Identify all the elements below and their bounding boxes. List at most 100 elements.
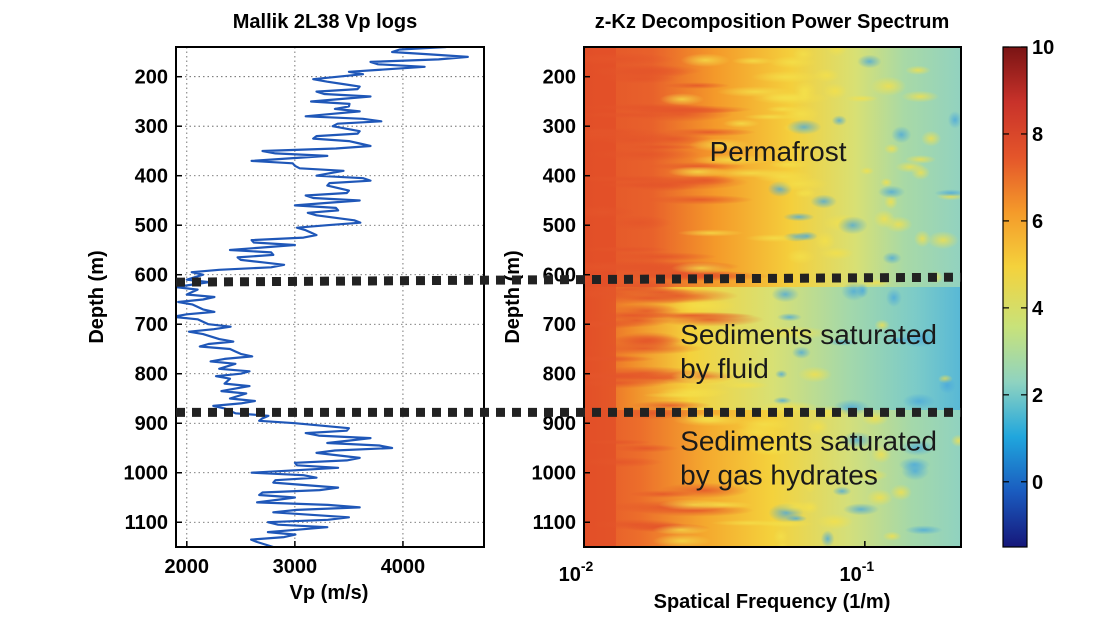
heatmap-texture [584,342,705,355]
heatmap-texture [831,115,847,126]
heatmap-texture [774,500,816,513]
heatmap-texture [771,286,800,303]
heatmap-texture [857,54,882,69]
colorbar-tick-label: 0 [1032,472,1043,494]
right-y-tick-label: 1000 [532,463,577,485]
heatmap-texture [853,469,889,482]
heatmap-texture [791,346,811,359]
left-chart-title: Mallik 2L38 Vp logs [233,11,418,33]
heatmap-texture [584,246,671,253]
right-x-axis-label: Spatical Frequency (1/m) [654,591,891,613]
right-x-tick-label: 10-1 [839,558,874,586]
heatmap-texture [731,56,775,65]
heatmap-texture [837,216,868,235]
heatmap-texture [584,439,652,446]
heatmap-texture [603,252,718,262]
heatmap-texture [736,417,791,431]
right-y-tick-label: 1100 [533,512,576,534]
heatmap-texture [768,56,817,69]
right-y-tick-label: 500 [543,215,576,237]
heatmap-texture [921,130,942,147]
heatmap-texture [591,64,690,81]
heatmap-texture [882,251,902,265]
heatmap-texture [584,457,664,468]
heatmap-texture [870,76,907,96]
heatmap-texture [797,366,832,383]
heatmap-texture [751,71,822,83]
colorbar-tick-label: 4 [1032,298,1044,320]
left-plot-background [176,47,484,547]
heatmap-texture [950,434,961,447]
heatmap-texture [841,431,874,449]
left-x-tick-label: 3000 [273,556,318,578]
left-y-tick-label: 200 [135,67,168,89]
heatmap-texture [680,53,731,68]
zone-label: Sediments saturated by fluid [680,319,937,384]
right-y-tick-label: 200 [543,67,576,89]
heatmap-texture [938,377,956,394]
heatmap-texture [584,261,678,273]
heatmap-texture [671,262,732,275]
heatmap-texture [814,231,836,251]
heatmap-texture [658,482,750,499]
heatmap-texture [743,113,797,120]
right-plot-frame [583,46,962,548]
heatmap-texture [642,391,723,399]
heatmap-texture [891,126,912,144]
heatmap-texture [813,68,840,83]
heatmap-texture [927,231,959,250]
heatmap-texture [880,177,893,188]
heatmap-texture [883,194,898,210]
heatmap-texture [866,489,893,506]
heatmap-texture [744,234,804,243]
heatmap-texture [773,529,789,544]
heatmap-texture [584,355,656,363]
colorbar-tick-label: 6 [1032,211,1043,233]
heatmap-texture [668,298,737,313]
heatmap-texture [750,91,831,105]
heatmap-texture [585,147,701,162]
heatmap-texture [841,281,867,301]
heatmap-texture [859,167,874,175]
colorbar: 0 2 4 6 8 10 [1002,37,1054,548]
heatmap-texture [845,95,879,103]
heatmap-texture [901,90,940,103]
left-plot-frame [175,46,485,548]
heatmap-texture [690,501,754,509]
heatmap-texture [913,230,931,248]
heatmap-texture [816,513,854,530]
heatmap-texture [783,212,815,222]
heatmap-texture [769,160,809,169]
left-y-tick-label: 1000 [124,463,169,485]
right-y-tick-label: 700 [543,314,576,336]
right-x-tick-label: 10-2 [559,558,594,586]
heatmap-texture [827,338,857,346]
heatmap-texture [826,47,848,57]
left-y-tick-label: 900 [135,413,168,435]
heatmap-texture [905,65,931,75]
heatmap-texture [653,312,765,327]
heatmap-texture [614,331,683,348]
heatmap-texture [873,210,896,229]
heatmap-texture [776,313,802,322]
horizon-line [175,272,962,287]
left-x-axis-label: Vp (m/s) [290,582,369,604]
left-y-tick-label: 400 [135,166,168,188]
zone-label: Permafrost [710,136,847,167]
heatmap-texture [605,215,672,231]
heatmap-texture [584,372,675,381]
heatmap-texture [874,319,890,331]
left-y-axis-label: Depth (m) [86,250,108,343]
heatmap-texture [877,185,906,199]
heatmap-texture [934,189,961,197]
heatmap-texture [900,439,935,456]
heatmap-texture [584,319,646,330]
heatmap-texture [899,329,939,348]
left-x-tick-label: 2000 [165,556,210,578]
heatmap-texture [611,444,679,453]
left-y-tick-label: 300 [135,116,168,138]
heatmap-texture [748,445,796,456]
right-y-tick-label: 400 [543,166,576,188]
